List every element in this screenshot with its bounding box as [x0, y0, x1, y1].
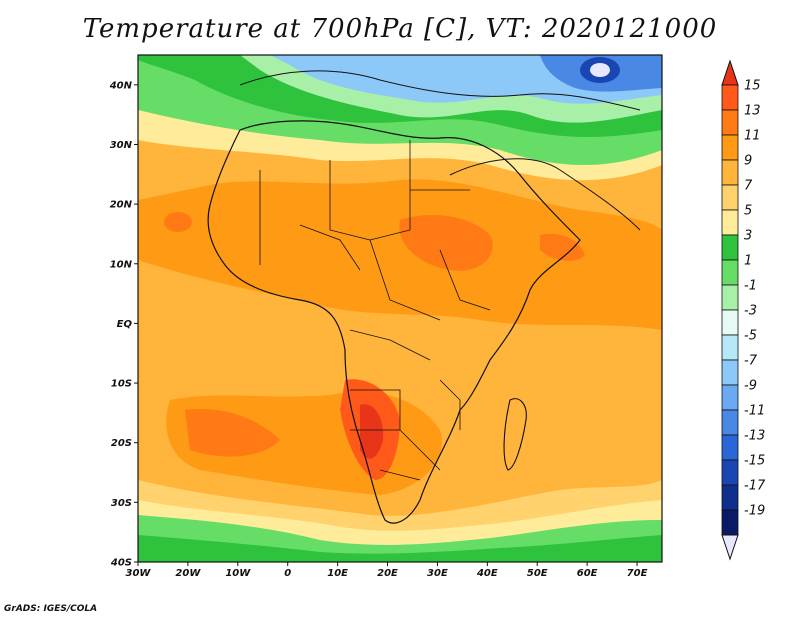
- lon-tick-label: 40E: [476, 568, 498, 579]
- lat-tick-label: 20S: [111, 438, 132, 449]
- colorbar-label: 5: [744, 204, 752, 219]
- field-warm-south-atlantic: [185, 409, 280, 457]
- lat-tick-label: 10S: [111, 379, 132, 390]
- lat-tick-label: 20N: [110, 200, 133, 211]
- colorbar-swatch: [721, 209, 739, 236]
- colorbar-swatch: [721, 309, 739, 336]
- lat-tick-label: 10N: [110, 259, 133, 270]
- colorbar-swatch: [721, 384, 739, 411]
- colorbar-label: 7: [744, 179, 753, 194]
- arabia-coastline: [449, 158, 641, 231]
- latitude-axis: 40N 30N 20N 10N EQ 10S 20S 30S 40S: [109, 80, 138, 569]
- colorbar-swatch: [721, 459, 739, 486]
- colorbar-label: -17: [744, 479, 766, 494]
- colorbar: 15 13 11 9 7 5 3 1 -1 -3 -5 -7 -9 -11 -13 -15 -17 -19: [721, 59, 766, 561]
- africa-coastline: [207, 120, 581, 524]
- field-warm-arabia: [540, 233, 585, 262]
- lat-tick-label: 40S: [110, 558, 132, 569]
- lat-tick-label: 40N: [109, 80, 133, 91]
- lon-tick-label: 30E: [427, 568, 448, 579]
- lon-tick-label: 0: [284, 568, 291, 579]
- colorbar-label: 15: [744, 79, 761, 94]
- colorbar-label: -19: [744, 504, 765, 519]
- colorbar-top-arrow: [721, 59, 739, 86]
- grads-credit: GrADS: IGES/COLA: [4, 604, 98, 614]
- field-band-1c-south: [138, 535, 662, 562]
- colorbar-swatch: [721, 84, 739, 111]
- colorbar-label: -15: [744, 454, 765, 469]
- madagascar-coastline: [503, 398, 527, 471]
- mediterranean-coastline: [239, 70, 641, 111]
- colorbar-swatch: [721, 334, 739, 361]
- colorbar-swatch: [721, 409, 739, 436]
- map-frame: [137, 54, 663, 563]
- lon-tick-label: 20W: [175, 568, 201, 579]
- lon-tick-label: 10W: [225, 568, 251, 579]
- colorbar-bottom-arrow: [721, 534, 739, 561]
- field-warm-atlantic: [164, 212, 192, 232]
- colorbar-label: 1: [744, 254, 752, 269]
- colorbar-label: 3: [744, 229, 752, 244]
- colorbar-swatch: [721, 259, 739, 286]
- field-warm-sudan: [399, 215, 493, 271]
- colorbar-swatch: [721, 159, 739, 186]
- field-cold-core-center: [590, 63, 610, 77]
- lon-tick-label: 50E: [527, 568, 548, 579]
- temperature-field: [138, 55, 662, 562]
- colorbar-swatch: [721, 109, 739, 136]
- chart-title: Temperature at 700hPa [C], VT: 202012100…: [82, 14, 718, 44]
- colorbar-swatch: [721, 134, 739, 161]
- colorbar-label: -5: [744, 329, 757, 344]
- lat-tick-label: 30S: [111, 498, 132, 509]
- colorbar-swatch: [721, 184, 739, 211]
- lon-tick-label: 30W: [126, 568, 152, 579]
- colorbar-swatch: [721, 484, 739, 511]
- colorbar-label: 9: [744, 154, 752, 169]
- country-borders: [259, 140, 491, 481]
- longitude-axis: 30W 20W 10W 0 10E 20E 30E 40E 50E 60E 70E: [126, 562, 648, 579]
- colorbar-swatch: [721, 434, 739, 461]
- colorbar-label: -11: [744, 404, 765, 419]
- colorbar-label: -3: [744, 304, 757, 319]
- lon-tick-label: 20E: [377, 568, 398, 579]
- colorbar-swatch: [721, 359, 739, 386]
- colorbar-label: -7: [744, 354, 758, 369]
- colorbar-swatch: [721, 284, 739, 311]
- colorbar-label: -1: [744, 279, 757, 294]
- field-hot-core: [360, 404, 384, 459]
- lon-tick-label: 70E: [627, 568, 648, 579]
- lat-tick-label: 30N: [110, 140, 133, 151]
- colorbar-swatch: [721, 234, 739, 261]
- colorbar-label: -13: [744, 429, 765, 444]
- colorbar-label: 13: [744, 104, 761, 119]
- colorbar-label: 11: [744, 129, 761, 144]
- colorbar-swatch: [721, 509, 739, 536]
- lat-tick-label: EQ: [117, 319, 133, 330]
- lon-tick-label: 60E: [577, 568, 598, 579]
- colorbar-label: -9: [744, 379, 757, 394]
- lon-tick-label: 10E: [327, 568, 348, 579]
